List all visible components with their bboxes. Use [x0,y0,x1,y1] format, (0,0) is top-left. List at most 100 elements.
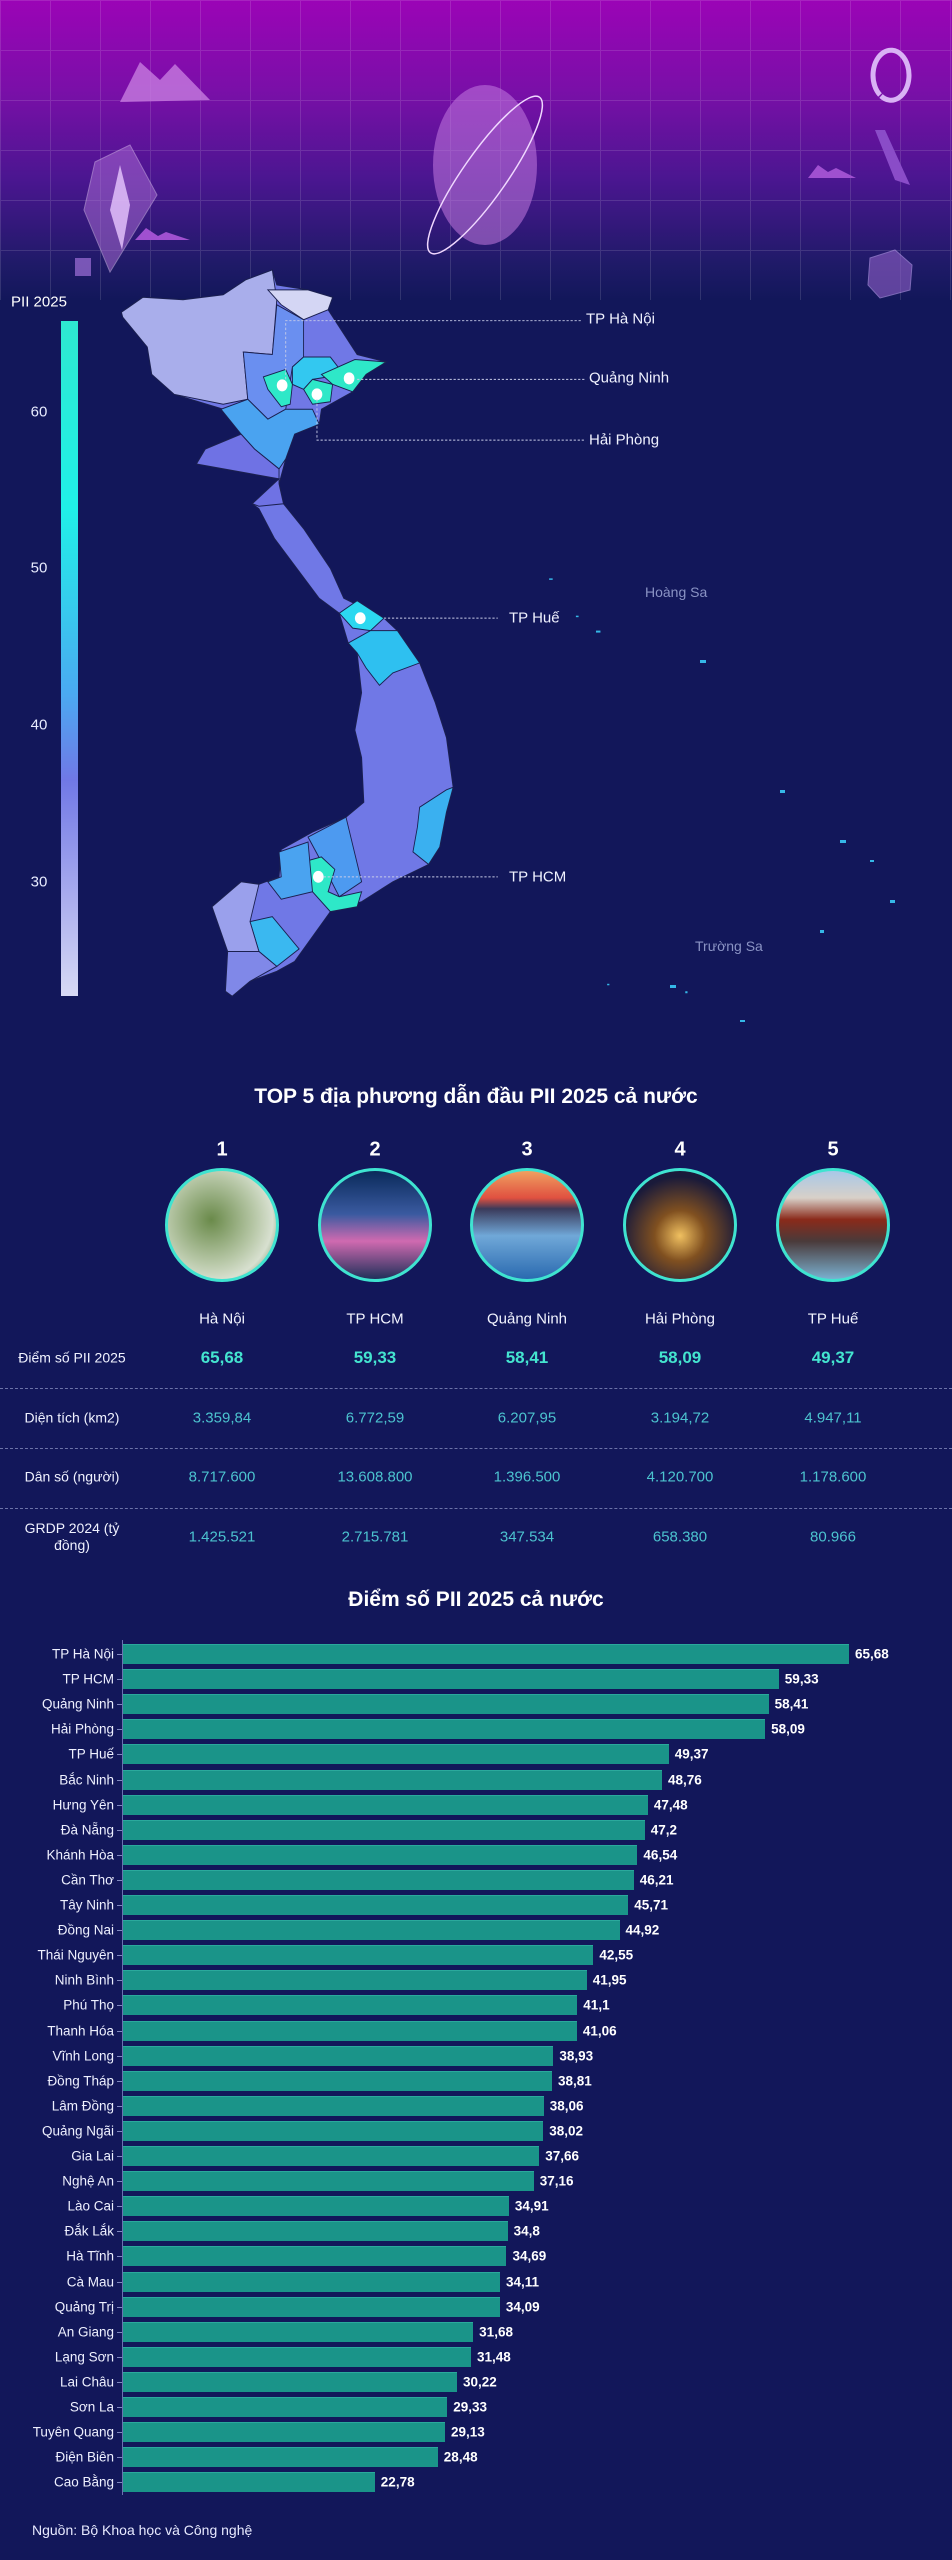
grdp-value: 80.966 [810,1528,856,1546]
axis-tick [117,2457,122,2459]
bar-value-label: 38,93 [559,2048,594,2064]
location-name: Hải Phòng [644,1310,716,1328]
mountain-icon [120,62,210,102]
axis-tick [117,2206,122,2208]
bar-value-label: 37,16 [539,2173,574,2189]
bar-category-label: Cao Bằng [53,2474,114,2490]
cube-icon [75,258,91,276]
bar-category-label: Quảng Ngãi [41,2123,114,2139]
map-label-truongsa: Trường Sa [695,938,763,954]
map-label-haiphong: Hải Phòng [589,431,660,449]
axis-tick [117,2281,122,2283]
bar-value-label: 38,81 [557,2073,592,2089]
axis-tick [117,2407,122,2408]
axis-tick [117,2080,122,2082]
bar-category-label: Thanh Hóa [47,2023,114,2038]
grdp-value: 347.534 [499,1528,555,1546]
region-khanhhoa [412,786,454,866]
bar [123,1819,645,1840]
mountain-icon [135,228,190,240]
bar-value-label: 29,13 [450,2424,485,2440]
bar [123,1970,587,1991]
axis-tick [117,2105,122,2107]
bar [123,2346,471,2367]
bar [123,2271,501,2292]
axis-tick [117,2005,122,2007]
bar-category-label: Hà Tĩnh [66,2248,114,2264]
bar-category-label: Đắk Lắk [64,2223,114,2239]
bar-category-label: TP Hà Nội [51,1646,114,1662]
top5-title: TOP 5 địa phương dẫn đầu PII 2025 cả nướ… [254,1085,698,1108]
bar [123,2196,509,2217]
ring-icon [870,47,912,103]
grdp-value: 658.380 [652,1528,708,1546]
legend-title: PII 2025 [11,293,67,311]
location-name: Quảng Ninh [486,1310,568,1328]
bar-value-label: 31,48 [476,2349,511,2365]
bar-value-label: 41,1 [583,1997,610,2013]
region-danang [347,630,421,687]
marker-quangninh [343,372,355,385]
location-photo [470,1168,584,1282]
bar-category-label: Gia Lai [71,2148,114,2164]
marker-haiphong [311,388,323,401]
bar-value-label: 42,55 [599,1947,634,1963]
location-photo [776,1168,890,1282]
bar [123,2070,552,2091]
bar-category-label: Hải Phòng [50,1721,114,1737]
location-name: Hà Nội [199,1310,245,1328]
axis-tick [117,1879,122,1881]
region-hcm [302,856,363,913]
chart-y-axis [122,1640,123,2495]
axis-tick [117,1704,122,1706]
axis-tick [117,2156,122,2157]
area-value: 3.194,72 [650,1409,710,1427]
population-value: 13.608.800 [337,1468,413,1486]
bar-category-label: Bắc Ninh [59,1772,114,1787]
bar [123,1769,662,1790]
rank-number: 3 [521,1138,533,1161]
bar-category-label: An Giang [57,2324,114,2340]
axis-tick [117,1905,122,1906]
cube-icon [867,249,913,299]
bar-value-label: 38,02 [549,2123,584,2139]
axis-tick [117,1754,122,1756]
bar [123,1995,578,2016]
bar [123,1945,594,1966]
bar-value-label: 37,66 [545,2148,580,2164]
area-value: 4.947,11 [804,1409,862,1427]
population-value: 1.178.600 [799,1468,867,1486]
bar-value-label: 29,33 [453,2399,487,2415]
legend-tick: 50 [30,559,48,577]
bar-value-label: 46,54 [643,1847,678,1863]
bar [123,1794,648,1815]
bar-category-label: Lâm Đồng [51,2098,114,2114]
bar [123,1744,669,1765]
bar [123,1920,620,1941]
chart-title: Điểm số PII 2025 cả nước [348,1588,604,1611]
bar-category-label: TP HCM [62,1671,114,1687]
bar-category-label: Cà Mau [66,2274,114,2289]
bar [123,2447,438,2468]
bar-value-label: 34,09 [505,2299,540,2315]
pii-score: 58,09 [658,1348,702,1367]
bar-value-label: 65,68 [855,1646,889,1662]
bar-value-label: 34,11 [506,2274,540,2289]
map-label-hue: TP Huế [509,609,560,627]
bar-value-label: 47,48 [653,1797,688,1813]
axis-tick [117,2306,122,2308]
bar [123,2472,375,2493]
population-value: 8.717.600 [188,1468,256,1486]
axis-tick [117,2231,122,2233]
row-label-population: Dân số (người) [24,1468,120,1485]
bar [123,2045,554,2066]
bar [123,1844,638,1865]
rank-number: 5 [827,1138,839,1161]
map-label-hanoi: TP Hà Nội [586,310,655,328]
bar-value-label: 48,76 [667,1772,702,1787]
bar-category-label: Ninh Bình [54,1972,114,1988]
bar-value-label: 49,37 [674,1746,709,1762]
row-divider [0,1508,952,1509]
bar-value-label: 38,06 [549,2098,584,2114]
source-note: Nguồn: Bộ Khoa học và Công nghệ [32,2522,253,2538]
